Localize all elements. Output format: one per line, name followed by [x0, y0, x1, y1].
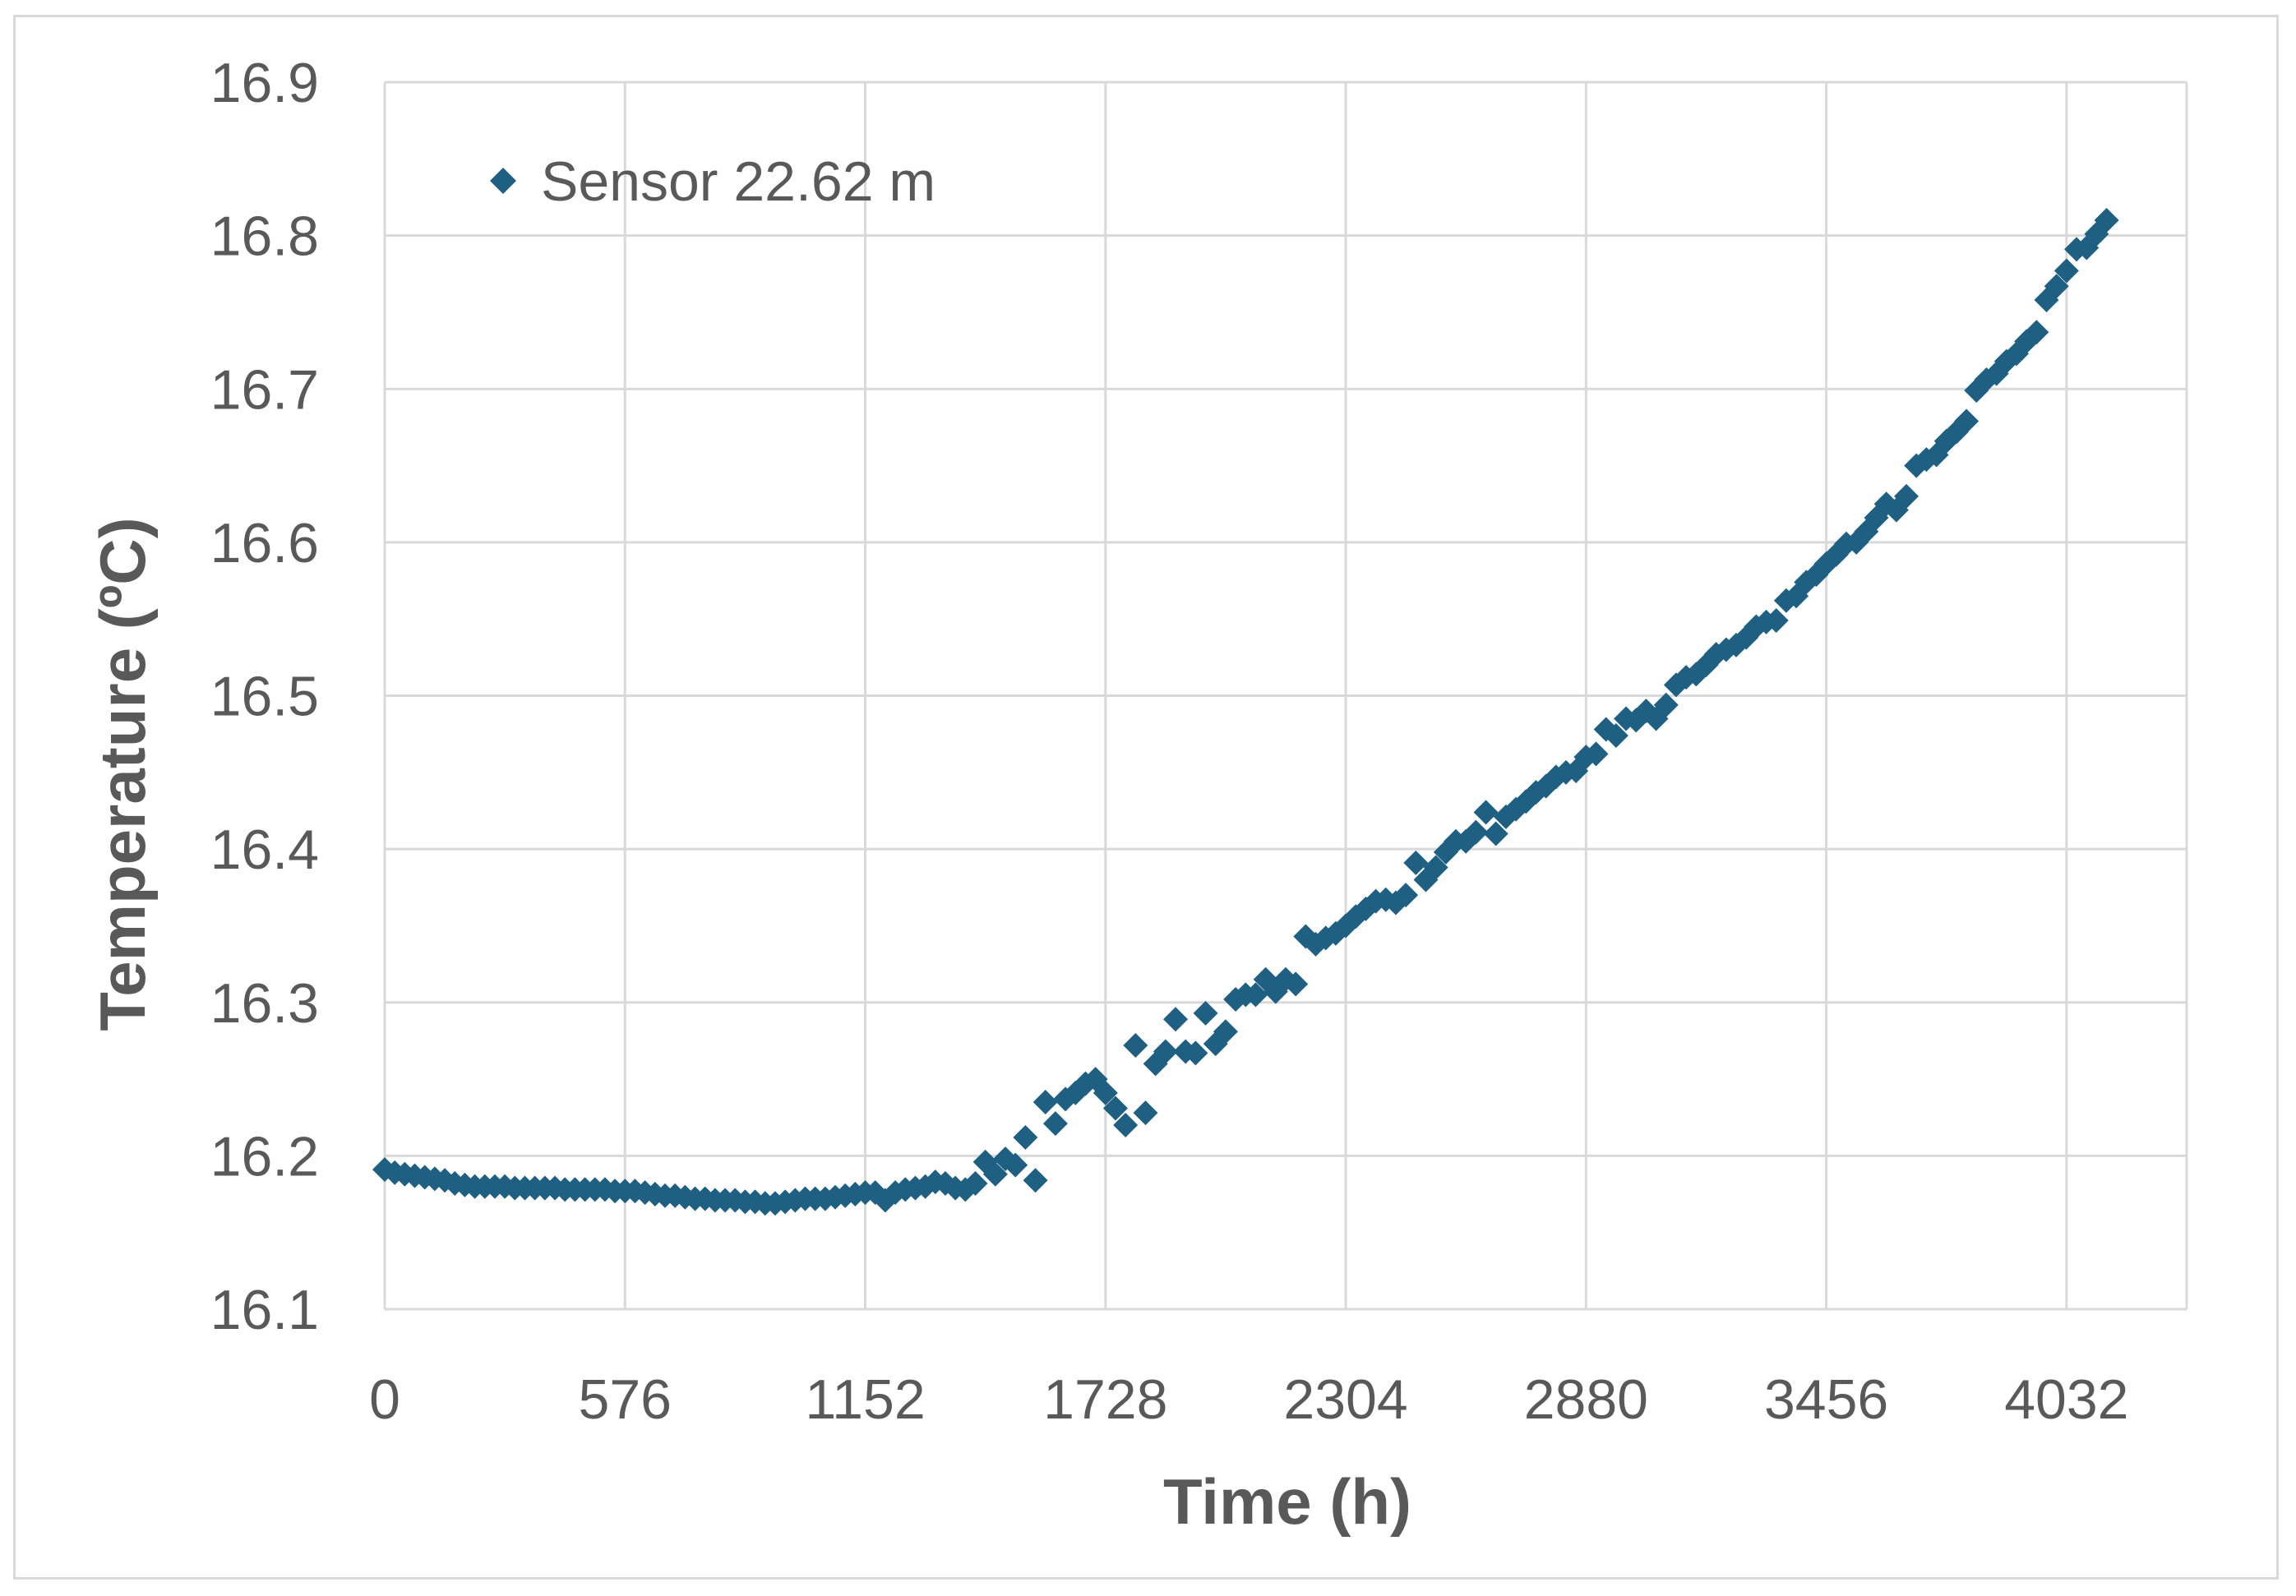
x-axis-ticks: 0 576 1152 1728 2304 2880 3456 4032: [369, 1368, 2128, 1431]
data-points: [372, 207, 2119, 1216]
data-point: [1102, 1096, 1128, 1121]
data-point: [1213, 1019, 1238, 1045]
data-point: [1423, 855, 1448, 880]
data-point: [1003, 1152, 1028, 1178]
data-point: [1483, 821, 1508, 846]
data-point: [1473, 800, 1499, 825]
data-point: [1393, 883, 1419, 908]
y-tick-label: 16.8: [210, 205, 319, 268]
data-point: [2053, 258, 2079, 284]
y-axis-title: Temperature (ºC): [86, 517, 159, 1031]
data-point: [982, 1161, 1008, 1187]
data-point: [1033, 1090, 1058, 1115]
data-point: [1894, 483, 1919, 509]
x-tick-label: 576: [579, 1368, 672, 1431]
data-point: [1403, 850, 1429, 875]
y-tick-label: 16.7: [210, 358, 319, 421]
y-tick-label: 16.9: [210, 52, 319, 114]
data-point: [2094, 207, 2119, 233]
y-axis-ticks: 16.1 16.2 16.3 16.4 16.5 16.6 16.7 16.8 16.9: [210, 52, 319, 1341]
data-point: [1463, 819, 1489, 845]
x-tick-label: 1152: [805, 1368, 925, 1431]
x-tick-label: 4032: [2004, 1368, 2128, 1431]
data-point: [1243, 982, 1268, 1008]
data-point: [1763, 608, 1789, 634]
data-point: [1163, 1007, 1189, 1032]
data-point: [1183, 1040, 1208, 1066]
legend-label: Sensor 22.62 m: [541, 150, 935, 213]
chart-frame: [13, 15, 2279, 1580]
x-tick-label: 1728: [1043, 1368, 1167, 1431]
data-point: [1283, 971, 1309, 997]
y-tick-label: 16.4: [210, 819, 319, 881]
data-point: [1583, 741, 1609, 767]
data-point: [1093, 1080, 1118, 1105]
data-point: [2044, 274, 2069, 299]
data-point: [1954, 408, 1980, 434]
x-tick-label: 2304: [1283, 1368, 1407, 1431]
y-tick-label: 16.6: [210, 512, 319, 574]
legend-marker: [490, 168, 516, 194]
x-tick-label: 3456: [1764, 1368, 1888, 1431]
x-tick-label: 0: [369, 1368, 400, 1431]
data-point: [1113, 1113, 1139, 1138]
y-tick-label: 16.5: [210, 666, 319, 728]
data-point: [1153, 1039, 1178, 1064]
legend[interactable]: Sensor 22.62 m: [490, 150, 935, 213]
data-point: [1042, 1111, 1068, 1137]
x-tick-label: 2880: [1524, 1368, 1648, 1431]
data-point: [1653, 692, 1679, 717]
y-tick-label: 16.2: [210, 1125, 319, 1188]
data-point: [1133, 1100, 1158, 1126]
data-point: [1013, 1124, 1038, 1150]
grid-lines: [383, 81, 2188, 1311]
y-tick-label: 16.1: [210, 1279, 319, 1341]
data-point: [1123, 1033, 1148, 1059]
data-point: [1603, 723, 1628, 749]
data-point: [1023, 1168, 1048, 1193]
x-axis-title: Time (h): [1163, 1465, 1411, 1538]
data-point: [1193, 1000, 1218, 1026]
data-point: [963, 1170, 988, 1196]
y-tick-label: 16.3: [210, 972, 319, 1035]
data-point: [2024, 320, 2049, 345]
